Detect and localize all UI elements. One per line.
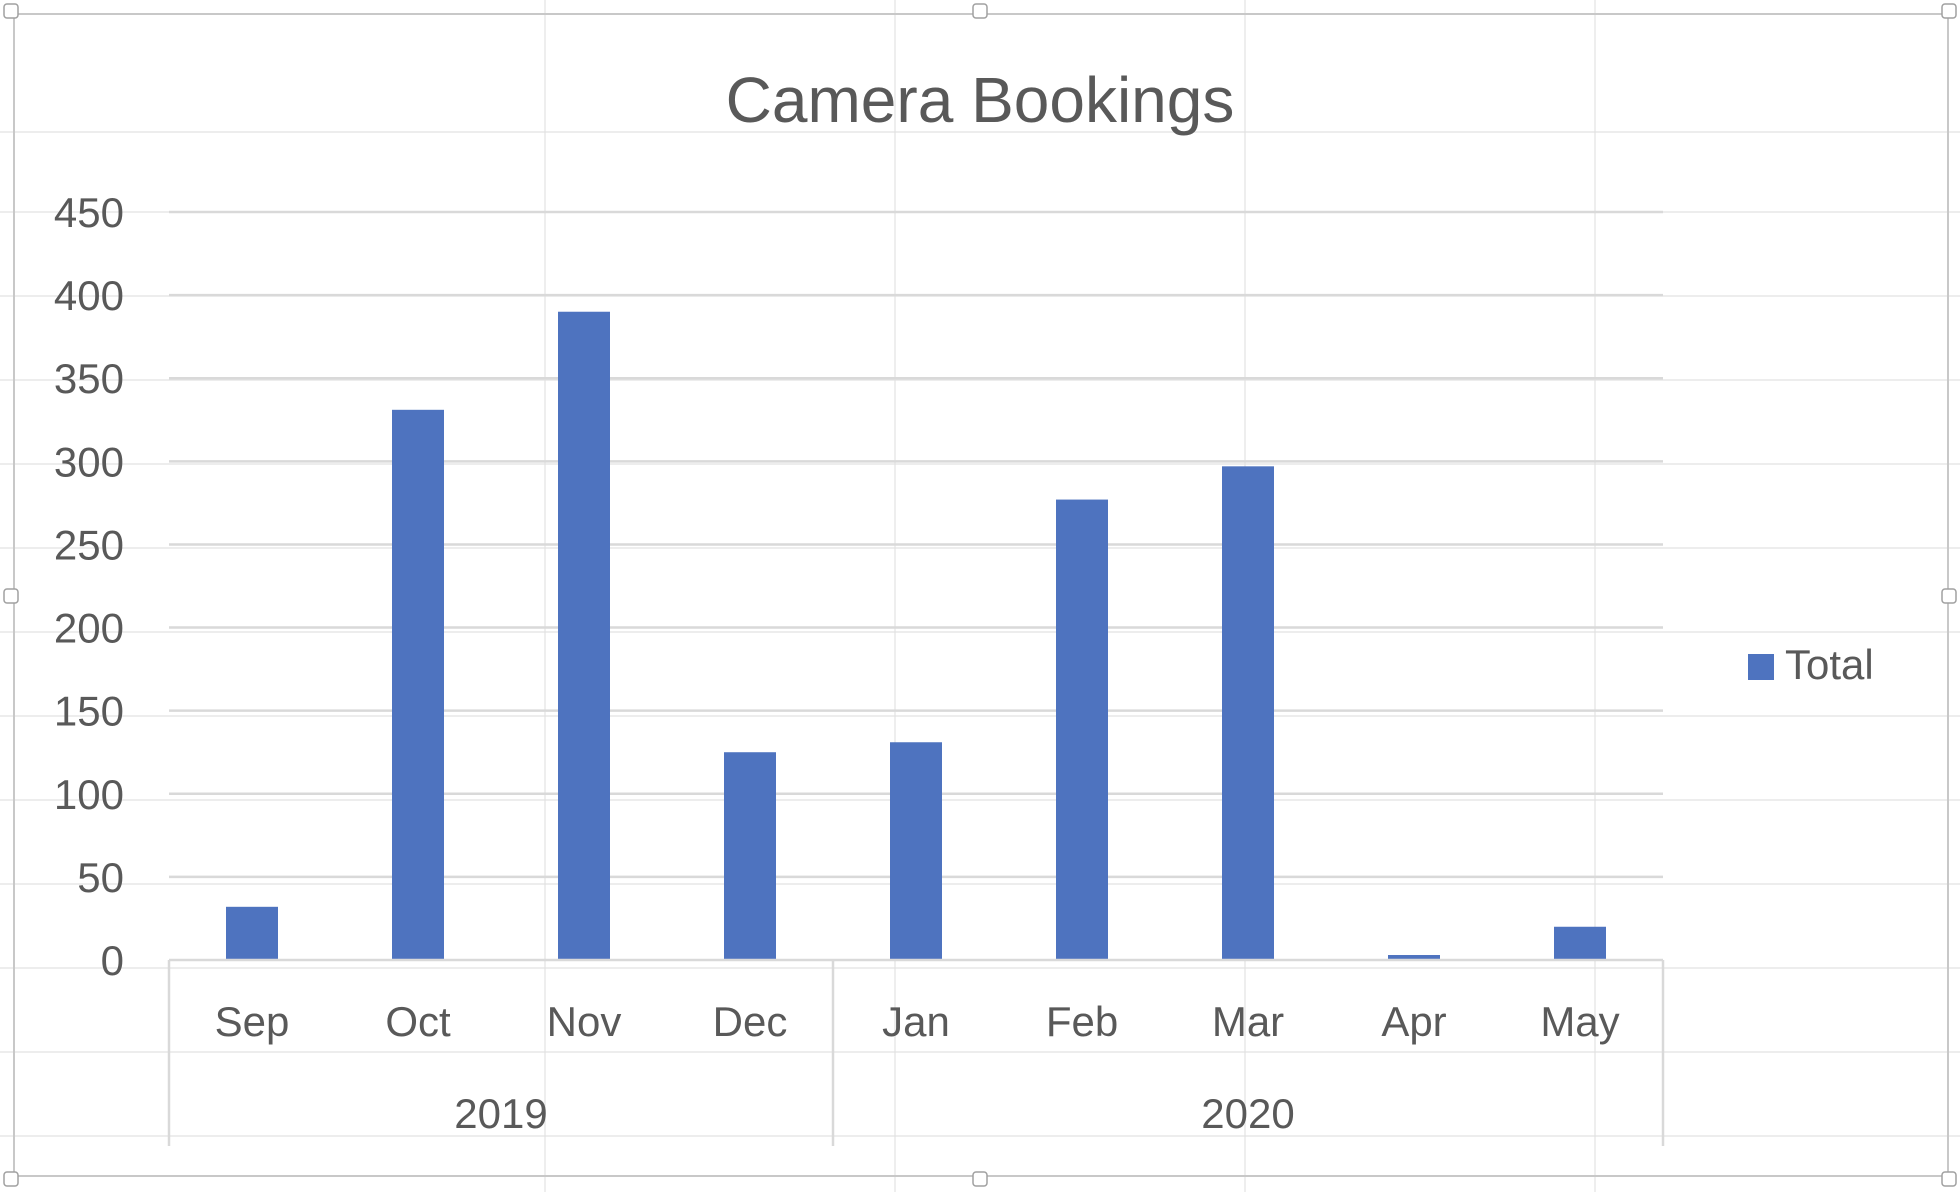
resize-handle[interactable] — [3, 3, 19, 19]
y-tick-label: 100 — [54, 771, 124, 818]
chart-frame[interactable] — [13, 13, 1949, 1177]
legend: Total — [1748, 641, 1874, 688]
bar-apr[interactable] — [1388, 955, 1440, 960]
legend-swatch — [1748, 654, 1774, 680]
bar-sep[interactable] — [226, 906, 278, 960]
y-tick-label: 400 — [54, 272, 124, 319]
resize-handle[interactable] — [972, 1171, 988, 1187]
x-group-label: 2019 — [454, 1090, 547, 1137]
y-tick-label: 300 — [54, 438, 124, 485]
y-tick-label: 0 — [101, 937, 124, 984]
x-category-label: Jan — [882, 998, 950, 1045]
x-category-label: Feb — [1046, 998, 1118, 1045]
y-tick-label: 350 — [54, 355, 124, 402]
bars — [226, 311, 1606, 960]
x-group-label: 2020 — [1201, 1090, 1294, 1137]
x-category-label: Nov — [547, 998, 622, 1045]
bar-oct[interactable] — [392, 409, 444, 960]
y-axis-ticks: 0 50 100 150 200 250 300 350 400 450 — [54, 189, 124, 984]
x-category-label: Mar — [1212, 998, 1284, 1045]
resize-handles[interactable] — [3, 3, 1957, 1187]
y-tick-label: 250 — [54, 521, 124, 568]
resize-handle[interactable] — [1941, 588, 1957, 604]
bar-jan[interactable] — [890, 742, 942, 960]
legend-label: Total — [1785, 641, 1874, 688]
resize-handle[interactable] — [1941, 1171, 1957, 1187]
y-tick-label: 50 — [77, 854, 124, 901]
bar-dec[interactable] — [724, 752, 776, 960]
y-tick-label: 450 — [54, 189, 124, 236]
resize-handle[interactable] — [1941, 3, 1957, 19]
resize-handle[interactable] — [972, 3, 988, 19]
x-category-label: May — [1540, 998, 1619, 1045]
y-tick-label: 150 — [54, 688, 124, 735]
x-category-label: Oct — [385, 998, 451, 1045]
bar-nov[interactable] — [558, 311, 610, 960]
y-tick-label: 200 — [54, 605, 124, 652]
chart-title: Camera Bookings — [726, 64, 1235, 136]
x-category-label: Apr — [1381, 998, 1446, 1045]
resize-handle[interactable] — [3, 588, 19, 604]
resize-handle[interactable] — [3, 1171, 19, 1187]
x-axis: Sep Oct Nov Dec Jan Feb Mar Apr May 2019 2020 — [167, 958, 1665, 1146]
bar-may[interactable] — [1554, 926, 1606, 960]
bar-mar[interactable] — [1222, 466, 1274, 960]
bar-feb[interactable] — [1056, 499, 1108, 960]
x-category-label: Dec — [713, 998, 788, 1045]
x-category-label: Sep — [215, 998, 290, 1045]
